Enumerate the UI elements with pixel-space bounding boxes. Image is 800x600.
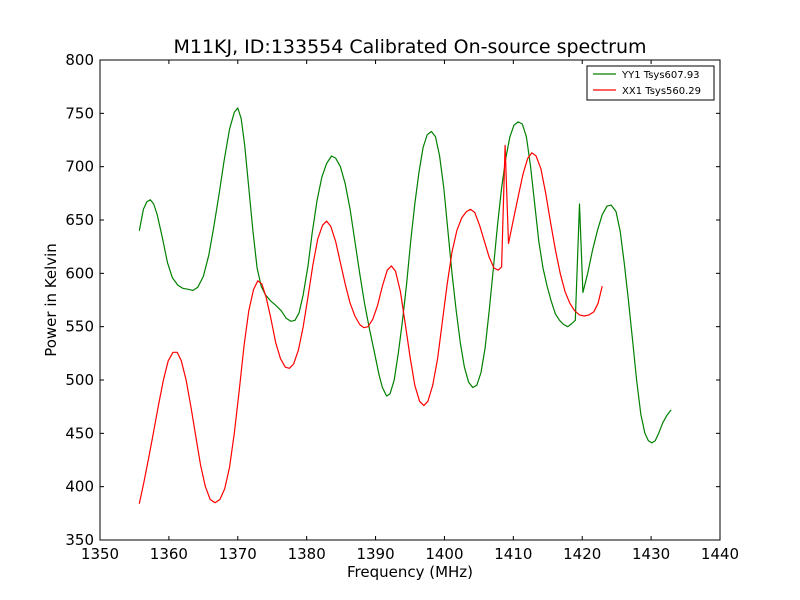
x-tick-label: 1440	[701, 545, 739, 563]
y-axis-label: Power in Kelvin	[42, 243, 60, 357]
y-tick-label: 750	[65, 104, 94, 122]
y-tick-label: 500	[65, 371, 94, 389]
legend-label-yy1: YY1 Tsys607.93	[621, 70, 700, 81]
x-axis-label: Frequency (MHz)	[347, 563, 473, 581]
series-layer	[138, 107, 672, 504]
series-line-yy1	[138, 107, 672, 444]
y-tick-label: 400	[65, 478, 94, 496]
y-tick-label: 450	[65, 424, 94, 442]
x-axis-ticks: 1350 1360 1370 1380 1390 1400 1410 1420 1430 1440	[81, 60, 739, 563]
legend: YY1 Tsys607.93 XX1 Tsys560.29	[586, 65, 715, 101]
x-tick-label: 1410	[494, 545, 532, 563]
y-tick-label: 700	[65, 158, 94, 176]
x-tick-label: 1370	[219, 545, 257, 563]
legend-label-xx1: XX1 Tsys560.29	[622, 86, 701, 97]
x-tick-label: 1350	[81, 545, 119, 563]
x-tick-label: 1380	[288, 545, 326, 563]
y-axis-ticks: 350 400 450 500 550 600 650 700 750 800	[65, 51, 720, 549]
plot-frame	[99, 59, 721, 541]
x-tick-label: 1400	[425, 545, 463, 563]
x-tick-label: 1360	[150, 545, 188, 563]
y-tick-label: 600	[65, 264, 94, 282]
legend-box	[586, 65, 715, 101]
y-tick-label: 800	[65, 51, 94, 69]
y-tick-label: 550	[65, 318, 94, 336]
x-tick-label: 1420	[563, 545, 601, 563]
series-line-xx1	[138, 144, 603, 504]
x-tick-label: 1430	[632, 545, 670, 563]
chart-title: M11KJ, ID:133554 Calibrated On-source sp…	[173, 36, 646, 58]
x-tick-label: 1390	[356, 545, 394, 563]
y-tick-label: 350	[65, 531, 94, 549]
y-tick-label: 650	[65, 211, 94, 229]
